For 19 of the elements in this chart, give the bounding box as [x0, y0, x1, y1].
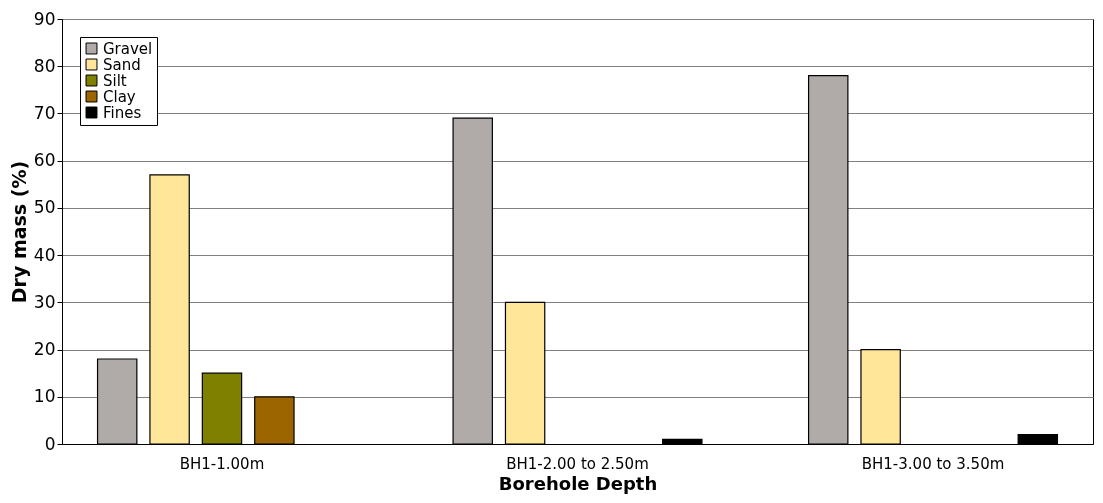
legend-label: Silt	[103, 71, 127, 90]
x-tick-label: BH1-2.00 to 2.50m	[506, 454, 649, 473]
y-tick-label: 60	[33, 150, 56, 171]
x-tick-label: BH1-1.00m	[179, 454, 265, 473]
legend-label: Sand	[103, 55, 141, 74]
y-tick-label: 70	[33, 102, 56, 123]
y-tick-label: 40	[33, 244, 56, 265]
x-tick-label: BH1-3.00 to 3.50m	[861, 454, 1005, 473]
y-tick-label: 10	[33, 386, 56, 407]
y-tick-label: 30	[33, 291, 56, 312]
y-tick-label: 0	[44, 433, 56, 454]
y-axis-title: Dry mass (%)	[7, 160, 30, 304]
x-axis-title: Borehole Depth	[498, 472, 658, 494]
y-tick-label: 50	[33, 197, 56, 218]
legend-label: Gravel	[103, 39, 153, 58]
y-tick-label: 90	[33, 8, 56, 29]
y-tick-label: 80	[33, 55, 56, 76]
y-tick-label: 20	[33, 339, 56, 360]
legend-label: Clay	[103, 87, 136, 106]
